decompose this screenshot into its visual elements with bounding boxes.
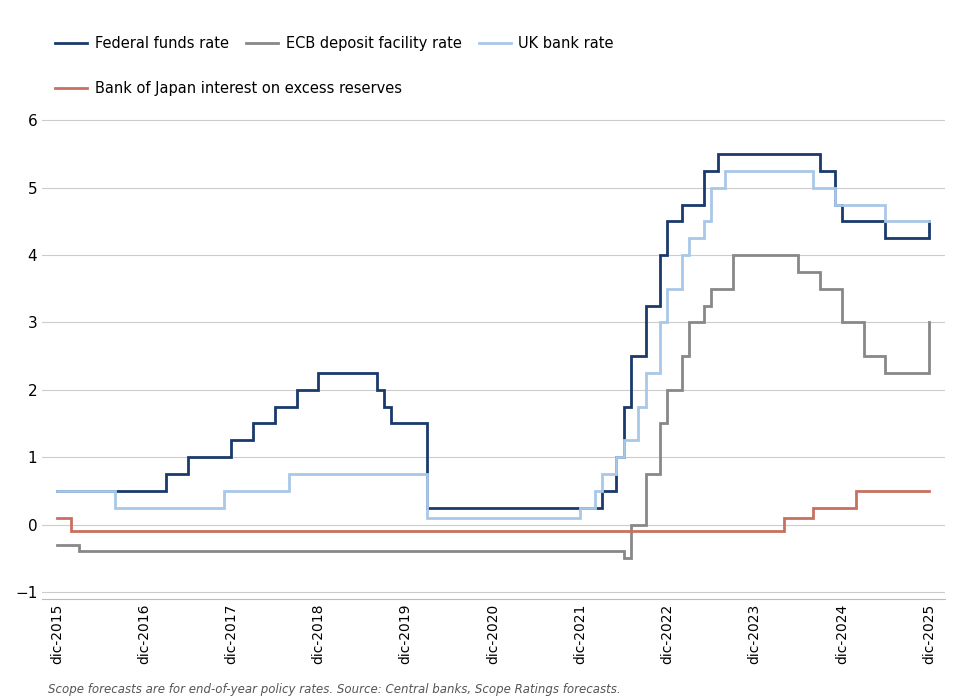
Legend: Bank of Japan interest on excess reserves: Bank of Japan interest on excess reserve… <box>50 75 408 101</box>
Text: Scope forecasts are for end-of-year policy rates. Source: Central banks, Scope R: Scope forecasts are for end-of-year poli… <box>48 683 620 696</box>
